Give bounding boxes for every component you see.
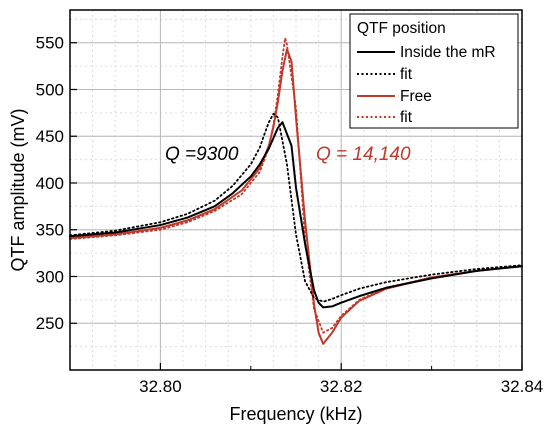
plot-frame xyxy=(69,9,523,371)
annotation-q-inside: Q =9300 xyxy=(165,144,239,165)
legend-label-free-fit: fit xyxy=(400,109,413,126)
y-tick-label: 500 xyxy=(36,80,64,99)
y-tick-label: 550 xyxy=(36,34,64,53)
legend-label-free: Free xyxy=(400,88,432,105)
series-line-3 xyxy=(69,37,523,334)
legend: QTF position Inside the mR fit Free fit xyxy=(349,13,519,129)
x-tick-label: 32.80 xyxy=(139,377,182,396)
y-tick-label: 400 xyxy=(36,174,64,193)
annotation-q-free: Q = 14,140 xyxy=(316,144,411,165)
y-tick-label: 350 xyxy=(36,221,64,240)
x-tick-label: 32.84 xyxy=(501,377,544,396)
legend-label-inside: Inside the mR xyxy=(400,44,496,61)
legend-box xyxy=(349,13,519,129)
ticks: 32.80 32.82 32.84 250 300 350 400 450 500 550 xyxy=(36,34,544,396)
x-tick-label: 32.82 xyxy=(320,377,363,396)
series-line-1 xyxy=(69,112,523,303)
y-tick-label: 300 xyxy=(36,267,64,286)
series-line-0 xyxy=(69,121,523,309)
series-group xyxy=(69,37,523,345)
legend-label-inside-fit: fit xyxy=(400,66,413,83)
y-axis-title: QTF amplitude (mV) xyxy=(8,108,28,271)
legend-title: QTF position xyxy=(357,20,446,37)
x-axis-title: Frequency (kHz) xyxy=(229,404,362,424)
y-tick-label: 450 xyxy=(36,127,64,146)
y-tick-label: 250 xyxy=(36,314,64,333)
